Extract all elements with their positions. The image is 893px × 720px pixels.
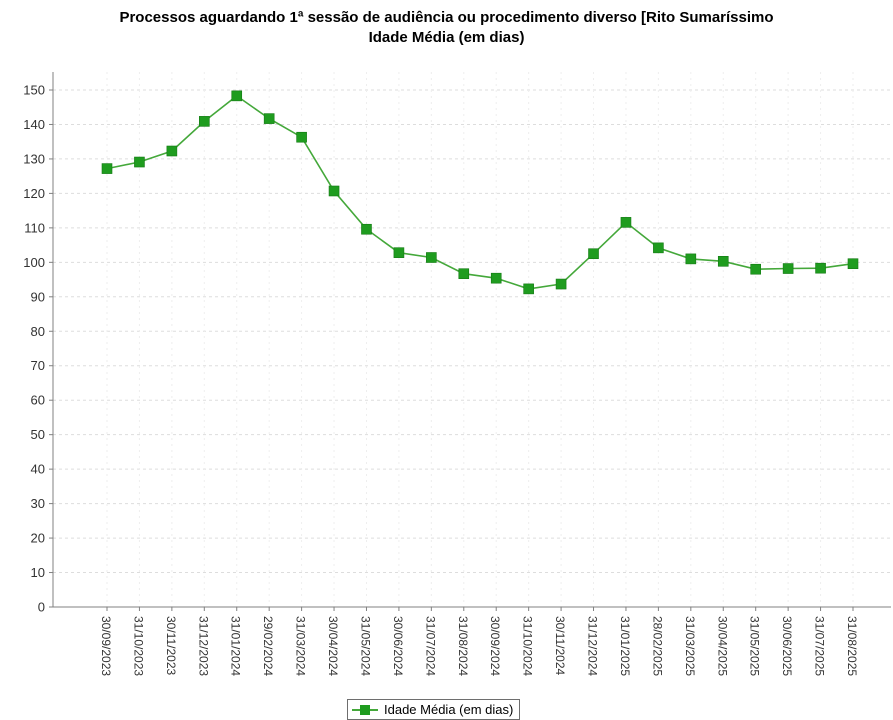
chart-title: Processos aguardando 1ª sessão de audiên…	[119, 9, 774, 26]
y-tick-label: 70	[31, 358, 45, 373]
y-tick-label: 0	[38, 600, 45, 615]
y-tick-label: 10	[31, 565, 45, 580]
x-tick-label: 30/09/2024	[488, 616, 502, 676]
x-tick-label: 30/06/2025	[780, 616, 794, 676]
y-tick-label: 100	[23, 255, 45, 270]
chart-legend: Idade Média (em dias)	[347, 699, 521, 720]
x-tick-label: 31/10/2023	[131, 616, 145, 676]
x-tick-label: 31/03/2025	[683, 616, 697, 676]
series-line	[106, 94, 854, 290]
data-point	[685, 253, 697, 265]
line-chart: 0 10 20 30 40 50 60 70 80 90 100 110 120 130 140 150 30/…	[23, 72, 891, 676]
data-point	[296, 131, 307, 143]
data-point	[782, 263, 794, 274]
x-tick-label: 31/05/2025	[748, 616, 762, 676]
x-tick-label: 31/12/2024	[586, 616, 600, 676]
y-tick-label: 40	[31, 462, 45, 477]
x-tick-label: 30/09/2023	[99, 616, 113, 676]
x-tick-label: 30/06/2024	[391, 616, 405, 676]
y-tick-label: 80	[31, 324, 45, 339]
data-point	[458, 268, 470, 280]
data-point	[523, 283, 534, 295]
x-tick-label: 31/08/2024	[456, 616, 470, 676]
data-point	[490, 272, 502, 284]
data-point	[555, 278, 567, 290]
y-tick-label: 120	[23, 186, 45, 201]
data-point	[815, 262, 826, 274]
y-tick-label: 20	[31, 531, 45, 546]
y-tick-label: 130	[23, 151, 45, 166]
data-point	[328, 185, 340, 197]
x-tick-label: 31/07/2025	[813, 616, 827, 676]
data-point	[166, 145, 178, 157]
x-tick-label: 31/03/2024	[294, 616, 308, 676]
y-tick-label: 140	[23, 117, 45, 132]
data-point	[847, 258, 859, 270]
y-tick-label: 150	[23, 83, 45, 98]
data-point	[717, 255, 729, 267]
x-tick-label: 31/10/2024	[521, 616, 535, 676]
data-point	[361, 223, 372, 235]
y-tick-label: 60	[31, 393, 45, 408]
x-tick-label: 31/08/2025	[845, 616, 859, 676]
data-point	[620, 217, 632, 228]
legend-marker-icon	[352, 704, 378, 716]
data-point	[588, 248, 599, 260]
data-point	[231, 90, 243, 102]
data-point	[750, 263, 761, 275]
y-tick-label: 110	[24, 220, 45, 235]
x-tick-label: 30/04/2024	[326, 616, 340, 676]
x-tick-label: 30/04/2025	[715, 616, 729, 676]
data-point	[134, 156, 145, 168]
x-tick-label: 28/02/2025	[650, 616, 664, 676]
data-point	[101, 163, 113, 174]
chart-subtitle: Idade Média (em dias)	[368, 29, 525, 46]
y-tick-label: 30	[31, 496, 45, 511]
y-tick-label: 50	[31, 427, 45, 442]
y-tick-label: 90	[31, 289, 45, 304]
data-point	[653, 242, 664, 254]
x-tick-label: 31/01/2025	[618, 616, 632, 676]
x-tick-label: 31/05/2024	[358, 616, 372, 676]
x-tick-label: 30/11/2024	[553, 616, 567, 675]
x-tick-label: 29/02/2024	[261, 616, 275, 676]
x-tick-label: 30/11/2023	[164, 616, 178, 675]
x-tick-label: 31/01/2024	[229, 616, 243, 676]
legend-label: Idade Média (em dias)	[384, 702, 514, 717]
data-point	[199, 116, 210, 127]
x-tick-label: 31/07/2024	[423, 616, 437, 676]
data-point	[393, 247, 405, 258]
data-point	[263, 113, 275, 124]
data-point	[426, 252, 437, 263]
x-tick-label: 31/12/2023	[196, 616, 210, 676]
